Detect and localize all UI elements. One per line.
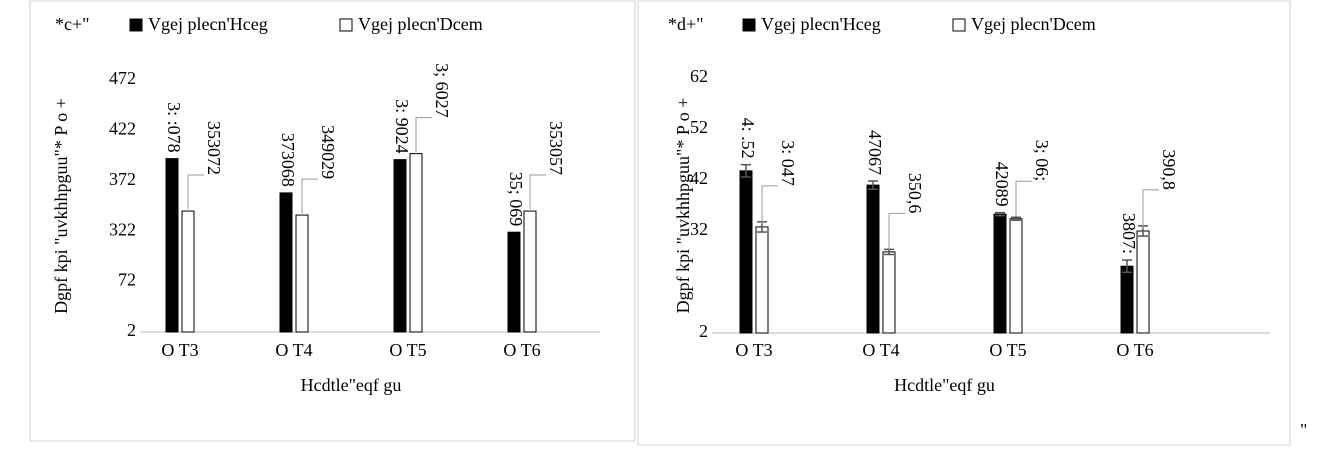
y-tick-label: 322 <box>109 219 136 239</box>
x-tick-label: O T4 <box>862 340 899 360</box>
data-label: 47067 <box>865 130 885 175</box>
bar <box>523 210 537 333</box>
legend-label: Vgej plecn'Dcem <box>971 14 1096 34</box>
bar <box>393 159 407 333</box>
panel-frame <box>29 0 636 442</box>
legend-swatch <box>339 18 353 32</box>
y-tick-label: 32 <box>690 219 708 239</box>
bar <box>507 231 521 333</box>
bar <box>866 184 880 334</box>
data-label: 4: .52 <box>738 118 758 159</box>
x-tick-label: O T3 <box>735 340 772 360</box>
data-label: 3; 6027 <box>432 63 452 118</box>
y-tick-label: 472 <box>109 68 136 88</box>
data-label: 353057 <box>546 121 566 175</box>
bar <box>739 170 753 334</box>
x-tick-label: O T6 <box>1116 340 1153 360</box>
y-tick-label: 372 <box>109 169 136 189</box>
x-tick-label: O T4 <box>275 340 312 360</box>
bar <box>993 213 1007 334</box>
x-tick-label: O T5 <box>989 340 1026 360</box>
data-label: 3: 9024 <box>392 99 412 154</box>
leader-line <box>301 178 318 214</box>
x-tick-label: O T5 <box>389 340 426 360</box>
y-tick-label: 72 <box>118 270 136 290</box>
bar <box>181 210 195 333</box>
data-label: 3807: <box>1119 213 1139 254</box>
bar <box>279 192 293 333</box>
data-label: 3: :078 <box>164 102 184 153</box>
data-label: 3: 047 <box>778 140 798 186</box>
data-label: 353072 <box>204 121 224 175</box>
panel-frame <box>637 0 1291 446</box>
y-tick-label: 2 <box>699 321 708 341</box>
leader-line <box>187 174 204 210</box>
data-label: 42089 <box>992 162 1012 207</box>
y-tick-label: 52 <box>690 117 708 137</box>
y-tick-label: 62 <box>690 66 708 86</box>
leader-line <box>415 117 432 152</box>
data-label: 349029 <box>318 125 338 179</box>
bar <box>409 153 423 333</box>
data-label: 3; 06; <box>1032 140 1052 182</box>
leader-line <box>1015 180 1032 217</box>
legend-swatch <box>129 18 143 32</box>
data-label: 390,8 <box>1159 149 1179 190</box>
legend-swatch <box>742 18 756 32</box>
legend-label: Vgej plecn'Hceg <box>148 14 268 34</box>
data-label: 350,6 <box>905 173 925 214</box>
x-axis-label: Hcdtle"eqf gu <box>894 375 995 395</box>
y-axis-label: Dgpf kpi "uvkhhpguu"* P o + <box>51 98 71 314</box>
bar <box>1009 218 1023 334</box>
bar <box>755 226 769 334</box>
bar <box>1120 265 1134 334</box>
legend-label: Vgej plecn'Dcem <box>358 14 483 34</box>
bar <box>165 158 179 333</box>
data-label: 373068 <box>278 133 298 187</box>
bar <box>1136 230 1150 334</box>
data-label: 35; 069 <box>506 172 526 227</box>
panel-label: *c+" <box>55 14 90 34</box>
panel-label: *d+" <box>668 14 704 34</box>
x-axis-label: Hcdtle"eqf gu <box>301 375 402 395</box>
bar <box>882 251 896 334</box>
stray-mark: " <box>1300 420 1307 440</box>
y-axis-label: Dgpf kpi "uvkhhpguu"* P o + <box>673 98 693 314</box>
y-tick-label: 2 <box>127 320 136 340</box>
bar <box>295 214 309 333</box>
legend-label: Vgej plecn'Hceg <box>761 14 881 34</box>
y-tick-label: 422 <box>109 119 136 139</box>
y-tick-label: 42 <box>690 168 708 188</box>
leader-line <box>761 185 778 225</box>
legend-swatch <box>952 18 966 32</box>
x-tick-label: O T6 <box>503 340 540 360</box>
leader-line <box>529 174 546 210</box>
x-tick-label: O T3 <box>161 340 198 360</box>
leader-line <box>888 212 905 250</box>
leader-line <box>1142 189 1159 229</box>
